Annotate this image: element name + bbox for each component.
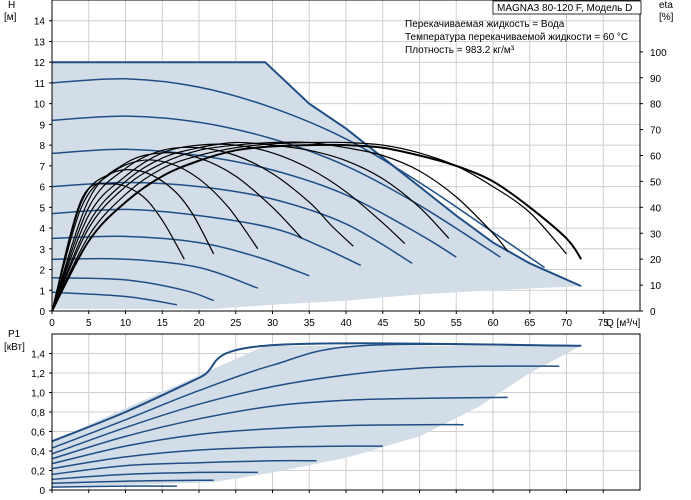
y-tick-label: 9 <box>39 120 45 131</box>
power_curve_2 <box>51 343 582 449</box>
y-tick-label: 7 <box>39 162 45 173</box>
power_curve_6 <box>51 445 383 470</box>
speed_curve_1 <box>52 61 582 288</box>
eta-tick-label: 0 <box>650 307 656 318</box>
x-tick-label: 30 <box>267 318 279 329</box>
eta_7 <box>51 152 303 312</box>
model-label: MAGNA3 80-120 F, Модель D <box>497 3 632 14</box>
y-tick-label: 0,8 <box>31 408 45 419</box>
power_curve_5 <box>51 423 464 465</box>
eta_5 <box>51 143 406 312</box>
eta-tick-label: 20 <box>650 255 662 266</box>
x-tick-label: 65 <box>524 318 536 329</box>
power_curve_4 <box>51 396 508 460</box>
chart-labels: H [м] eta [%] Q [м³/ч] P1 [кВт] MAGNA3 8… <box>4 0 674 353</box>
power_curve_10 <box>51 485 177 488</box>
y-tick-label: 1 <box>39 286 45 297</box>
eta-tick-label: 60 <box>650 152 662 163</box>
eta-tick-label: 70 <box>650 126 662 137</box>
speed_curve_9 <box>51 277 214 302</box>
eta_9 <box>51 168 215 312</box>
eta_8 <box>51 159 259 312</box>
speed_curve_2 <box>51 77 545 269</box>
power_curve_9 <box>51 479 214 484</box>
speed_curve_10 <box>51 291 178 306</box>
power-axis-title: P1 <box>8 329 21 340</box>
head-axis-unit: [м] <box>4 12 17 23</box>
eta-tick-label: 50 <box>650 177 662 188</box>
y-tick-label: 8 <box>39 141 45 152</box>
y-tick-label: 0,4 <box>31 447 45 458</box>
y-tick-label: 2 <box>39 266 45 277</box>
y-tick-label: 3 <box>39 245 45 256</box>
power-curve-chart: 0 0,2 0,4 0,6 0,8 1,0 1,2 1,4 <box>31 333 641 497</box>
x-tick-label: 0 <box>49 318 55 329</box>
x-tick-label: 20 <box>193 318 205 329</box>
x-tick-label: 40 <box>340 318 352 329</box>
speed_curve_6 <box>51 208 362 267</box>
eta-tick-label: 30 <box>650 229 662 240</box>
eta_4 <box>51 141 450 312</box>
x-tick-label: 55 <box>451 318 463 329</box>
y-tick-label: 13 <box>34 37 46 48</box>
x-tick-label: 75 <box>598 318 610 329</box>
x-tick-label: 70 <box>561 318 573 329</box>
y-tick-label: 4 <box>39 224 45 235</box>
eta-tick-label: 10 <box>650 281 662 292</box>
x-tick-label: 35 <box>304 318 316 329</box>
power_curve_3 <box>51 365 560 455</box>
y-tick-label: 0 <box>39 307 45 318</box>
x-tick-label: 45 <box>377 318 389 329</box>
eta_6 <box>51 146 354 312</box>
x-tick-label: 5 <box>86 318 92 329</box>
y-tick-label: 11 <box>35 79 46 90</box>
x-tick-label: 50 <box>414 318 426 329</box>
eta-axis-title: eta <box>659 0 673 11</box>
head-operating-area <box>52 62 582 309</box>
eta-tick-label: 40 <box>650 203 662 214</box>
speed_curve_7 <box>51 235 310 277</box>
y-tick-label: 5 <box>39 203 45 214</box>
y-tick-label: 1,4 <box>31 350 45 361</box>
x-tick-label: 60 <box>487 318 499 329</box>
power_curve_7 <box>51 459 317 476</box>
y-tick-label: 14 <box>34 17 46 28</box>
head-curve-chart: 0 5 10 15 20 25 30 35 40 45 50 55 60 65 70 750123456789… <box>34 0 667 329</box>
speed_curve_4 <box>51 148 457 258</box>
speed_curve_3 <box>51 115 501 258</box>
y-tick-label: 0 <box>39 486 45 497</box>
y-tick-label: 6 <box>39 183 45 194</box>
eta-tick-label: 100 <box>650 48 667 59</box>
model-label-box <box>492 0 642 15</box>
flow-axis-title: Q [м³/ч] <box>606 318 641 329</box>
eta-tick-label: 80 <box>650 100 662 111</box>
y-tick-label: 1,2 <box>31 369 45 380</box>
eta_10 <box>51 183 185 312</box>
info-line-2: Температура перекачиваемой жидкости = 60… <box>405 32 628 43</box>
y-tick-label: 12 <box>34 58 46 69</box>
eta-tick-label: 90 <box>650 74 662 85</box>
y-tick-label: 10 <box>34 100 46 111</box>
x-tick-label: 10 <box>120 318 132 329</box>
y-tick-label: 0,2 <box>31 467 45 478</box>
x-tick-label: 25 <box>230 318 242 329</box>
power-axis-unit: [кВт] <box>4 342 25 353</box>
y-tick-label: 0,6 <box>31 428 45 439</box>
info-line-3: Плотность = 983.2 кг/м³ <box>405 45 515 56</box>
x-tick-label: 15 <box>157 318 169 329</box>
y-tick-label: 1,0 <box>31 389 45 400</box>
power_curve_8 <box>51 471 258 481</box>
speed_curve_8 <box>51 257 259 289</box>
info-line-1: Перекачиваемая жидкость = Вода <box>405 19 565 30</box>
eta-axis-unit: [%] <box>659 12 674 23</box>
head-axis-title: H <box>8 0 15 11</box>
